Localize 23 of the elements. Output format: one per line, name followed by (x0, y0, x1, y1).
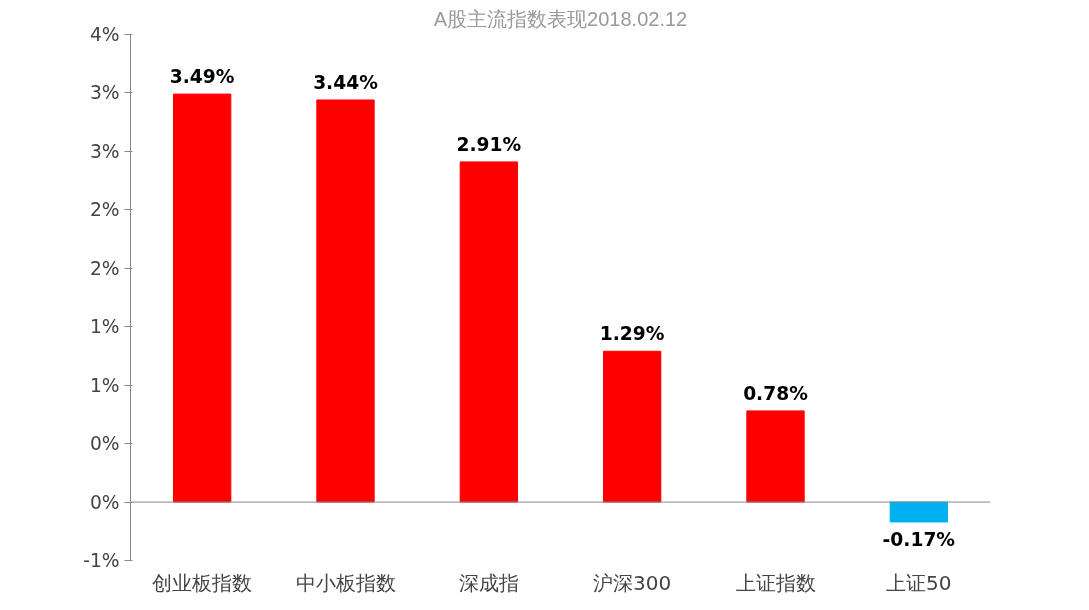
y-tick-label: 2% (89, 257, 120, 279)
chart-title: A股主流指数表现2018.02.12 (433, 7, 688, 30)
y-tick-label: 2% (89, 199, 120, 221)
y-tick-label: 4% (89, 24, 120, 45)
data-label: 0.78% (743, 382, 809, 404)
y-tick-label: 1% (89, 316, 120, 338)
data-label: -0.17% (882, 528, 956, 550)
x-tick-label: 沪深300 (593, 570, 672, 595)
y-tick-label: -1% (83, 550, 120, 571)
y-tick-label: 3% (89, 140, 120, 162)
y-tick-label: 1% (89, 374, 120, 396)
data-label: 3.49% (169, 66, 235, 88)
x-tick-label: 深成指 (458, 570, 519, 595)
x-tick-label: 上证指数 (735, 570, 816, 595)
x-tick-label: 上证50 (886, 570, 952, 595)
data-label: 1.29% (599, 323, 665, 345)
x-tick-label: 中小板指数 (295, 570, 396, 595)
data-label: 2.91% (456, 133, 522, 155)
y-tick-label: 3% (89, 82, 120, 104)
y-tick-label: 0% (89, 433, 120, 455)
data-label: 3.44% (313, 71, 379, 93)
y-tick-label: 0% (89, 491, 120, 513)
x-tick-label: 创业板指数 (152, 570, 253, 595)
